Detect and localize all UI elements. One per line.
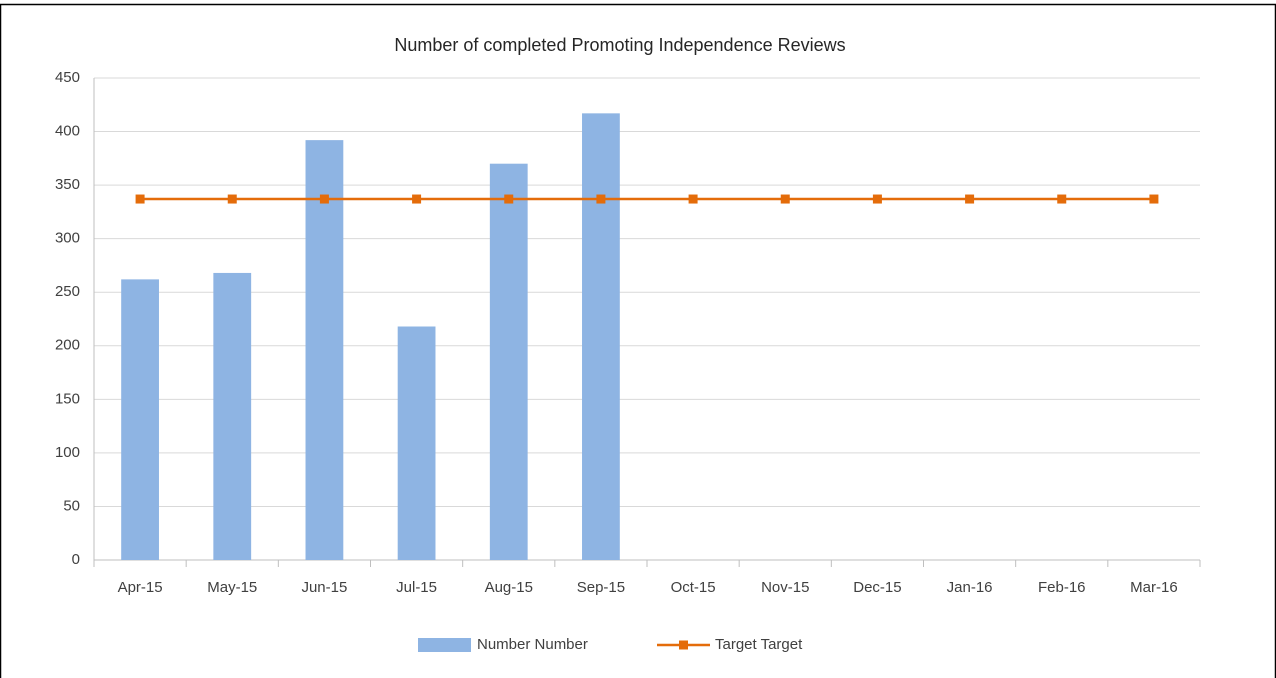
bar	[489, 163, 528, 560]
line-marker	[596, 194, 606, 204]
x-tick-label: Mar-16	[1130, 579, 1178, 596]
frame	[0, 3, 1276, 678]
bar	[213, 272, 252, 560]
line-marker	[135, 194, 145, 204]
bar	[121, 279, 159, 560]
x-tick-label: Nov-15	[761, 579, 809, 596]
x-tick-label: Sep-15	[577, 579, 625, 596]
legend-label: Number Number	[477, 636, 588, 653]
x-tick-label: Jan-16	[947, 579, 993, 596]
x-tick-label: Jun-15	[301, 579, 347, 596]
y-tick-label: 0	[72, 551, 80, 568]
x-tick-label: Jul-15	[396, 579, 437, 596]
chart-title: Number of completed Promoting Independen…	[394, 35, 845, 55]
y-tick-label: 300	[55, 230, 80, 247]
y-tick-label: 400	[55, 123, 80, 140]
x-tick-label: Aug-15	[485, 579, 533, 596]
line-marker	[227, 194, 237, 204]
x-tick-label: Dec-15	[853, 579, 901, 596]
line-marker	[1149, 194, 1159, 204]
line-marker	[965, 194, 975, 204]
line-marker	[780, 194, 790, 204]
line-marker	[319, 194, 329, 204]
y-tick-label: 100	[55, 444, 80, 461]
y-tick-label: 350	[55, 176, 80, 193]
x-tick-label: May-15	[207, 579, 257, 596]
x-tick-label: Apr-15	[118, 579, 163, 596]
legend-swatch	[418, 638, 471, 652]
x-tick-label: Feb-16	[1038, 579, 1086, 596]
y-tick-label: 150	[55, 390, 80, 407]
line-marker	[688, 194, 698, 204]
line-marker	[872, 194, 882, 204]
x-tick-label: Oct-15	[671, 579, 716, 596]
legend-label: Target Target	[715, 636, 803, 653]
line-marker	[504, 194, 514, 204]
y-tick-label: 200	[55, 337, 80, 354]
y-tick-label: 250	[55, 283, 80, 300]
bar	[582, 113, 620, 560]
line-marker	[412, 194, 422, 204]
line-marker	[1057, 194, 1067, 204]
bar	[397, 326, 436, 560]
y-tick-label: 50	[63, 497, 80, 514]
y-tick-label: 450	[55, 69, 80, 86]
legend-swatch-marker	[679, 640, 688, 650]
bar	[305, 140, 344, 560]
